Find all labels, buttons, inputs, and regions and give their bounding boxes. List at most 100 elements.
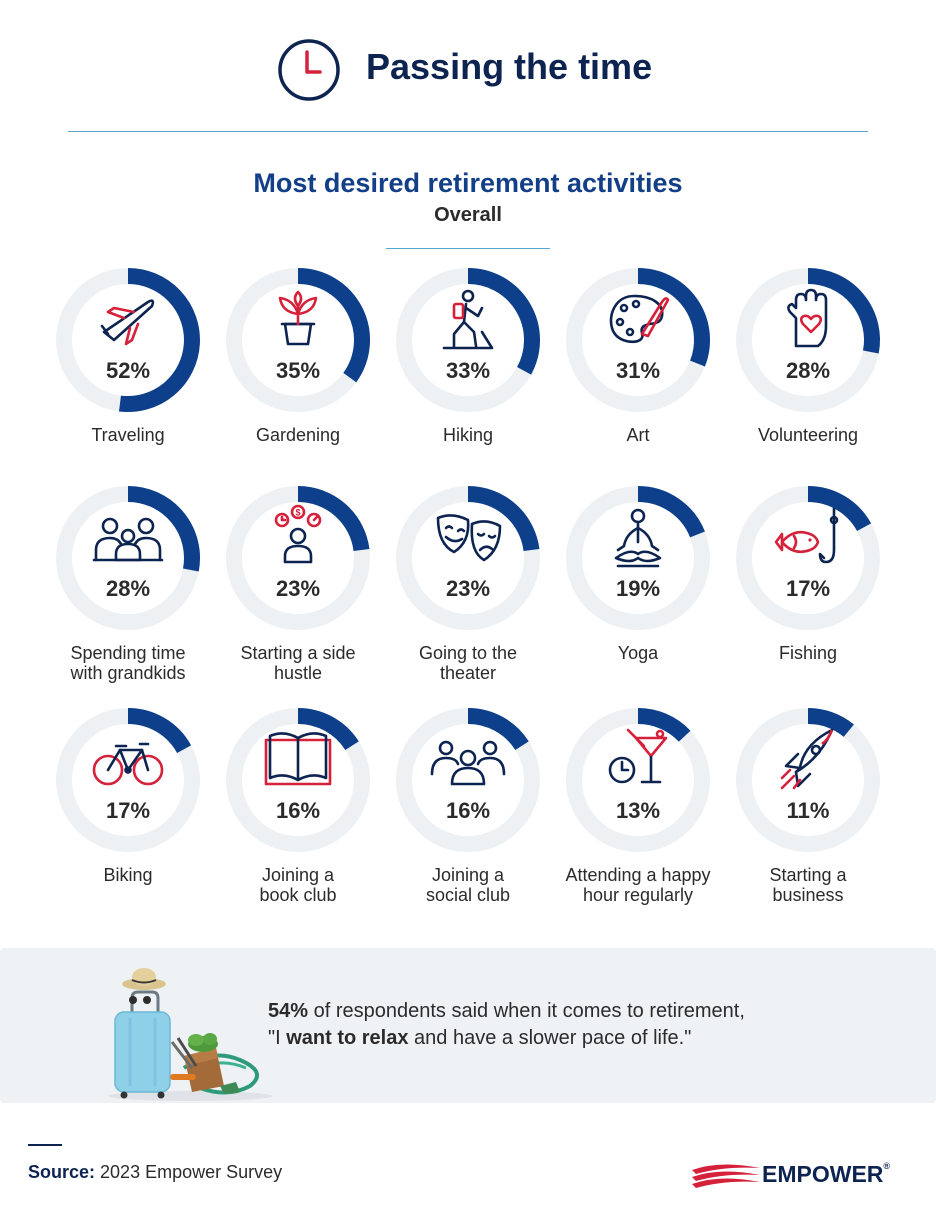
donut-arc-joining-a-book-club	[297, 708, 359, 751]
empower-logo: EMPOWER®	[690, 1160, 905, 1192]
donut-arc-joining-a-social-club	[467, 708, 529, 751]
callout-quote-open: "I	[268, 1027, 287, 1049]
header-divider	[68, 131, 868, 132]
value-label: 35%	[276, 358, 320, 383]
fish-hook-icon	[774, 508, 839, 564]
yoga-icon	[614, 508, 662, 568]
donut-arc-art	[637, 268, 710, 367]
chart-title: Most desired retirement activities	[253, 168, 683, 198]
callout-stat: 54%	[268, 1000, 309, 1022]
donut-chart-grid: 52% Traveling 35% Gardening 33% Hiking 31% Art 2…	[56, 268, 880, 905]
donut-arc-fishing	[807, 486, 872, 532]
donut-arc-traveling	[118, 268, 200, 412]
chart-subtitle: Overall	[434, 204, 502, 226]
category-label: Yoga	[618, 643, 659, 663]
category-label: Joining a	[262, 865, 335, 885]
source-note: Source: 2023 Empower Survey	[28, 1162, 282, 1183]
header: Passing the time	[0, 36, 936, 102]
suitcase-and-garden-tools-illustration	[108, 968, 272, 1101]
donut-arc-gardening	[297, 268, 370, 383]
logo-registered-mark: ®	[883, 1161, 891, 1171]
activity-fishing: 17% Fishing	[736, 486, 880, 663]
category-label: Going to the	[419, 643, 517, 663]
value-label: 16%	[446, 798, 490, 823]
donut-arc-starting-a-side-hustle	[297, 486, 370, 552]
category-label: Traveling	[91, 425, 164, 445]
clock-icon	[278, 39, 340, 101]
category-label: Spending time	[70, 643, 185, 663]
theater-masks-icon	[436, 514, 502, 562]
value-label: 13%	[616, 798, 660, 823]
value-label: 16%	[276, 798, 320, 823]
paint-palette-icon	[609, 294, 670, 344]
donut-arc-spending-time-with-grandkids	[127, 486, 200, 572]
activity-biking: 17% Biking	[56, 708, 200, 885]
group-icon	[430, 740, 506, 786]
page-title: Passing the time	[366, 46, 653, 87]
rocket-icon	[780, 728, 834, 790]
donut-arc-hiking	[467, 268, 540, 375]
open-book-icon	[264, 732, 332, 786]
hiker-icon	[442, 289, 494, 350]
activity-art: 31% Art	[566, 268, 710, 445]
activity-gardening: 35% Gardening	[226, 268, 370, 445]
value-label: 52%	[106, 358, 150, 383]
empower-swoosh-icon	[692, 1164, 760, 1188]
category-label: Attending a happy	[565, 865, 710, 885]
category-label: Fishing	[779, 643, 837, 663]
value-label: 28%	[786, 358, 830, 383]
value-label: 11%	[787, 798, 830, 823]
callout-text: 54% of respondents said when it comes to…	[268, 998, 888, 1052]
activity-traveling: 52% Traveling	[56, 268, 200, 445]
title-divider	[386, 248, 550, 249]
airplane-icon	[100, 299, 155, 346]
value-label: 31%	[616, 358, 660, 383]
donut-track	[736, 708, 880, 852]
bicycle-icon	[92, 742, 164, 786]
callout-text-before: of respondents said when it comes to ret…	[308, 1000, 745, 1022]
potted-plant-icon	[278, 290, 318, 346]
svg-text:$: $	[295, 508, 300, 518]
category-label: Biking	[103, 865, 152, 885]
donut-arc-starting-a-business	[807, 708, 854, 738]
category-label: Joining a	[432, 865, 505, 885]
family-icon	[92, 517, 164, 562]
activity-hiking: 33% Hiking	[396, 268, 540, 445]
category-label: theater	[440, 663, 496, 683]
category-label: social club	[426, 885, 510, 905]
callout-panel: 54% of respondents said when it comes to…	[0, 948, 936, 1103]
category-label: with grandkids	[69, 663, 185, 683]
category-label: Gardening	[256, 425, 340, 445]
value-label: 33%	[446, 358, 490, 383]
category-label: Volunteering	[758, 425, 858, 445]
value-label: 17%	[106, 798, 150, 823]
category-label: Starting a	[769, 865, 847, 885]
side-hustle-icon: $	[274, 504, 322, 564]
category-label: Starting a side	[240, 643, 355, 663]
category-label: Art	[626, 425, 649, 445]
donut-arc-biking	[127, 708, 192, 754]
category-label: book club	[259, 885, 336, 905]
value-label: 17%	[786, 576, 830, 601]
callout-emphasis: want to relax	[286, 1027, 409, 1049]
donut-track	[56, 708, 200, 852]
value-label: 23%	[276, 576, 320, 601]
category-label: hour regularly	[583, 885, 693, 905]
logo-text: EMPOWER	[762, 1161, 884, 1187]
activity-volunteering: 28% Volunteering	[736, 268, 880, 445]
hand-heart-icon	[787, 288, 828, 348]
logo-wordmark: EMPOWER®	[762, 1161, 890, 1188]
value-label: 28%	[106, 576, 150, 601]
donut-arc-yoga	[637, 486, 705, 538]
source-text: 2023 Empower Survey	[95, 1162, 283, 1182]
cocktail-clock-icon	[608, 728, 668, 784]
donut-arc-attending-a-happy-hour-regularly	[637, 708, 691, 742]
category-label: Hiking	[443, 425, 493, 445]
category-label: business	[772, 885, 843, 905]
